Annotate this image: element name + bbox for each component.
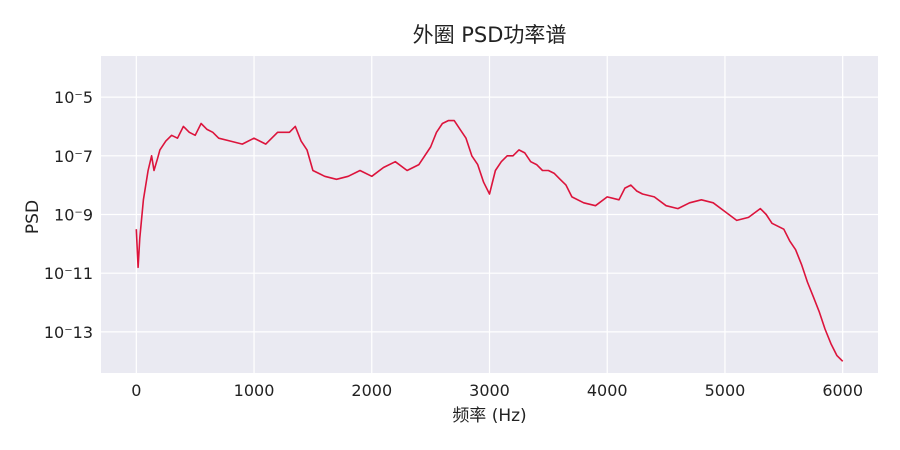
x-tick-label: 1000 [234, 381, 275, 400]
y-axis-label: PSD [23, 200, 43, 234]
y-tick-label: 10⁻5 [54, 88, 93, 107]
x-tick-labels: 0 1000 2000 3000 4000 5000 6000 [131, 381, 863, 400]
x-tick-label: 5000 [705, 381, 746, 400]
x-tick-label: 0 [131, 381, 141, 400]
x-tick-label: 6000 [822, 381, 863, 400]
y-tick-label: 10⁻7 [54, 147, 93, 166]
psd-series-line [135, 119, 844, 362]
y-tick-labels: 10⁻5 10⁻7 10⁻9 10⁻11 10⁻13 [44, 88, 93, 342]
x-axis-label: 频率 (Hz) [452, 406, 526, 426]
y-tick-label: 10⁻9 [54, 206, 93, 225]
x-tick-label: 3000 [469, 381, 510, 400]
x-tick-label: 4000 [587, 381, 628, 400]
y-tick-label: 10⁻11 [44, 264, 93, 283]
grid-lines [101, 56, 878, 373]
series-lines [135, 119, 844, 362]
y-tick-label: 10⁻13 [44, 323, 93, 342]
x-tick-label: 2000 [351, 381, 392, 400]
chart-title: 外圈 PSD功率谱 [413, 23, 567, 47]
